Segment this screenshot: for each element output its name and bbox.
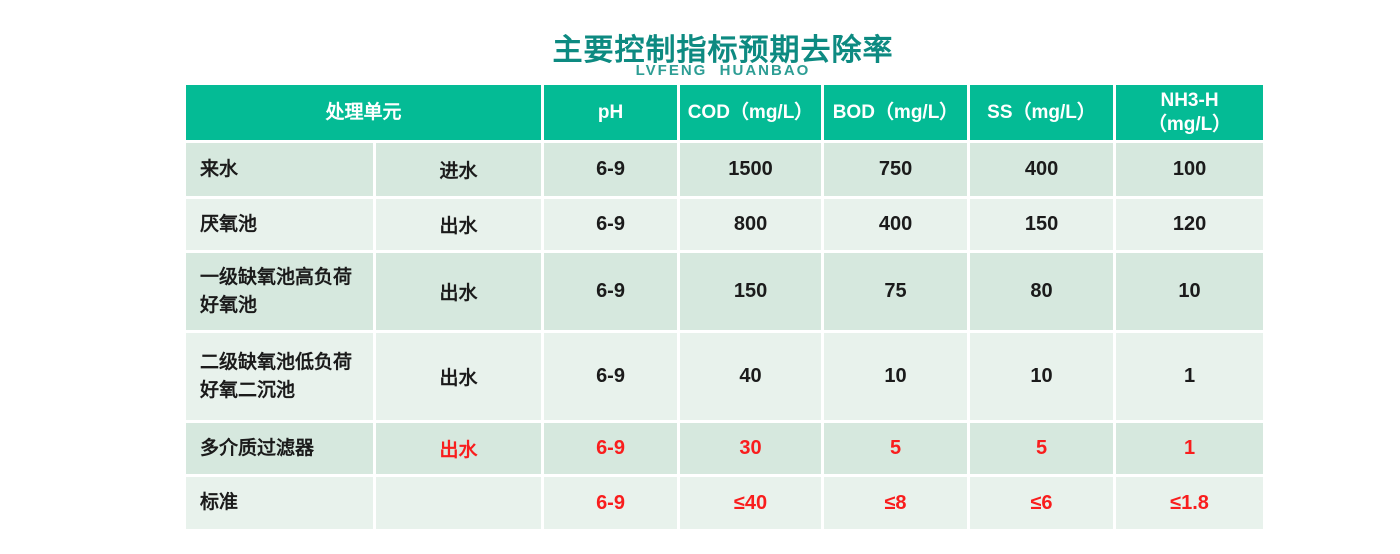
flow-cell xyxy=(372,474,545,532)
value-cell-ss: ≤6 xyxy=(967,474,1117,532)
unit-cell: 标准 xyxy=(183,474,376,532)
table-row-multimedia-filter: 多介质过滤器 出水 6-9 30 5 5 1 xyxy=(183,420,1267,477)
header-cell-nh3h: NH3-H （mg/L） xyxy=(1113,82,1267,143)
slide-stage: 主要控制指标预期去除率 LVFENG HUANBAO 处理单元 pH COD（m… xyxy=(182,0,1267,554)
value-cell-bod: ≤8 xyxy=(821,474,971,532)
value-cell-bod: 750 xyxy=(821,140,971,199)
value-cell-ss: 10 xyxy=(967,330,1117,423)
value-cell-ss: 80 xyxy=(967,250,1117,333)
unit-cell: 来水 xyxy=(183,140,376,199)
unit-cell: 多介质过滤器 xyxy=(183,420,376,477)
value-cell-nh3h: 1 xyxy=(1113,330,1267,423)
table-row-anaerobic-tank: 厌氧池 出水 6-9 800 400 150 120 xyxy=(183,196,1267,253)
value-cell-nh3h: 10 xyxy=(1113,250,1267,333)
page-subtitle: LVFENG HUANBAO xyxy=(635,62,811,79)
indicators-table: 处理单元 pH COD（mg/L） BOD（mg/L） SS（mg/L） NH3… xyxy=(182,82,1267,532)
value-cell-bod: 10 xyxy=(821,330,971,423)
value-cell-ph: 6-9 xyxy=(541,474,681,532)
value-cell-ph: 6-9 xyxy=(541,330,681,423)
value-cell-ph: 6-9 xyxy=(541,140,681,199)
header-cell-bod: BOD（mg/L） xyxy=(821,82,971,143)
flow-cell: 进水 xyxy=(372,140,545,199)
unit-cell: 二级缺氧池低负荷好氧二沉池 xyxy=(183,330,376,423)
value-cell-ss: 5 xyxy=(967,420,1117,477)
flow-cell: 出水 xyxy=(372,420,545,477)
table-row-incoming-water: 来水 进水 6-9 1500 750 400 100 xyxy=(183,140,1267,199)
value-cell-cod: ≤40 xyxy=(677,474,825,532)
value-cell-ph: 6-9 xyxy=(541,420,681,477)
value-cell-bod: 5 xyxy=(821,420,971,477)
header-row: 处理单元 pH COD（mg/L） BOD（mg/L） SS（mg/L） NH3… xyxy=(182,82,1267,143)
value-cell-bod: 400 xyxy=(821,196,971,253)
table-row-standard: 标准 6-9 ≤40 ≤8 ≤6 ≤1.8 xyxy=(183,474,1267,532)
header-cell-ss: SS（mg/L） xyxy=(967,82,1117,143)
unit-cell: 一级缺氧池高负荷好氧池 xyxy=(183,250,376,333)
value-cell-cod: 800 xyxy=(677,196,825,253)
table-row-stage1-anoxic-aerobic: 一级缺氧池高负荷好氧池 出水 6-9 150 75 80 10 xyxy=(183,250,1267,333)
page-title: 主要控制指标预期去除率 xyxy=(552,34,894,67)
flow-cell: 出水 xyxy=(372,330,545,423)
flow-cell: 出水 xyxy=(372,196,545,253)
value-cell-cod: 150 xyxy=(677,250,825,333)
unit-cell: 厌氧池 xyxy=(183,196,376,253)
value-cell-nh3h: 1 xyxy=(1113,420,1267,477)
header-cell-cod: COD（mg/L） xyxy=(677,82,825,143)
value-cell-bod: 75 xyxy=(821,250,971,333)
value-cell-nh3h: 120 xyxy=(1113,196,1267,253)
value-cell-cod: 40 xyxy=(677,330,825,423)
value-cell-nh3h: 100 xyxy=(1113,140,1267,199)
value-cell-ss: 150 xyxy=(967,196,1117,253)
value-cell-ph: 6-9 xyxy=(541,196,681,253)
flow-cell: 出水 xyxy=(372,250,545,333)
table-body: 来水 进水 6-9 1500 750 400 100 厌氧池 出水 6-9 80… xyxy=(183,140,1267,532)
header-cell-ph: pH xyxy=(541,82,681,143)
table-header: 处理单元 pH COD（mg/L） BOD（mg/L） SS（mg/L） NH3… xyxy=(182,82,1267,143)
value-cell-cod: 1500 xyxy=(677,140,825,199)
header-cell-unit: 处理单元 xyxy=(182,82,545,143)
value-cell-cod: 30 xyxy=(677,420,825,477)
table-row-stage2-anoxic-clarifier: 二级缺氧池低负荷好氧二沉池 出水 6-9 40 10 10 1 xyxy=(183,330,1267,423)
value-cell-nh3h: ≤1.8 xyxy=(1113,474,1267,532)
value-cell-ss: 400 xyxy=(967,140,1117,199)
value-cell-ph: 6-9 xyxy=(541,250,681,333)
